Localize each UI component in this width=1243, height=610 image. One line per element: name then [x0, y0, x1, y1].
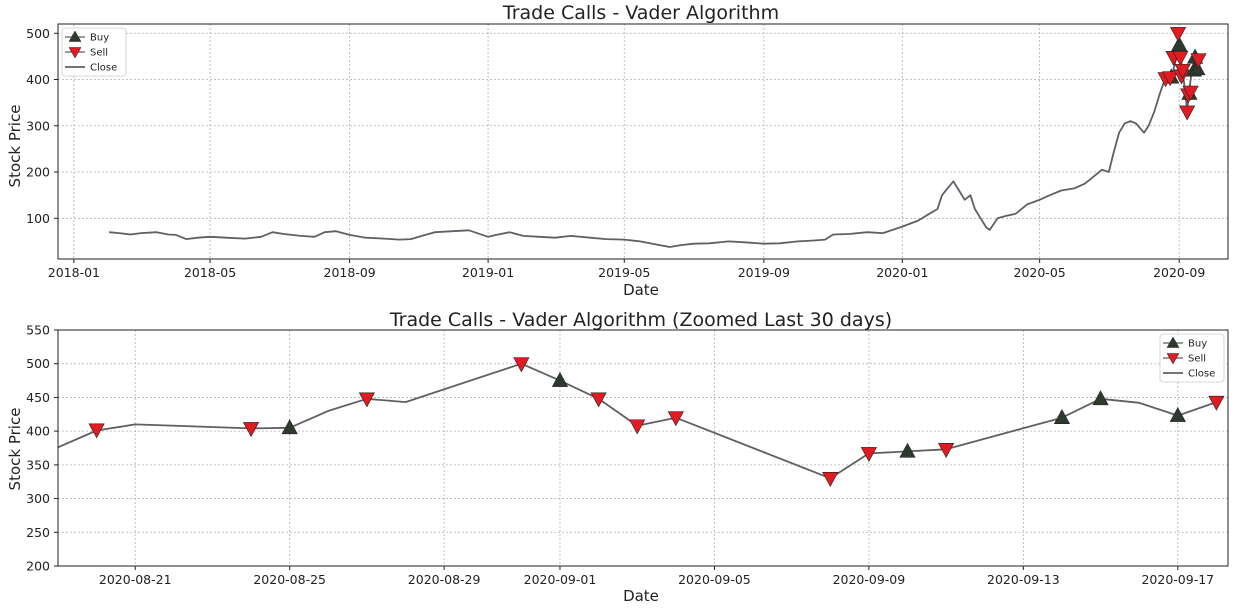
y-axis-label: Stock Price — [6, 105, 24, 188]
y-tick-label: 500 — [26, 26, 50, 41]
close-line — [57, 362, 1217, 480]
x-tick-label: 2020-08-25 — [253, 572, 326, 587]
sell-marker — [513, 357, 530, 373]
sell-marker — [1172, 51, 1189, 66]
sell-marker — [1169, 26, 1187, 42]
sell-marker — [1162, 71, 1179, 87]
legend: Buy Sell Close — [1159, 333, 1225, 383]
close-series-line — [57, 362, 1217, 480]
plot-frame — [57, 329, 1229, 567]
plot-frame — [57, 23, 1229, 260]
y-axis-label: Stock Price — [6, 408, 24, 491]
y-tick-label: 300 — [26, 118, 50, 133]
x-tick-label: 2020-09-01 — [524, 572, 597, 587]
sell-marker — [1179, 105, 1196, 121]
y-tick-label: 500 — [26, 356, 50, 371]
sell-marker — [1190, 53, 1207, 69]
y-tick-label: 350 — [26, 457, 50, 472]
buy-marker — [551, 371, 569, 387]
buy-marker — [281, 419, 298, 435]
grid — [58, 24, 1228, 259]
x-tick-label: 2020-08-29 — [408, 572, 481, 587]
x-tick-label: 2018-01 — [48, 265, 100, 280]
sell-marker — [860, 447, 877, 463]
legend: Buy Sell Close — [61, 27, 127, 77]
legend-buy-swatch — [68, 30, 82, 42]
x-tick-label: 2019-01 — [462, 265, 514, 280]
y-tick-label: 550 — [26, 323, 50, 338]
legend-buy-label: Buy — [90, 33, 109, 44]
chart-title: Trade Calls - Vader Algorithm (Zoomed La… — [389, 309, 892, 331]
markers — [88, 357, 1225, 487]
sell-marker — [1208, 395, 1225, 411]
y-ticks: 100 200 300 400 500 — [26, 26, 58, 226]
y-tick-label: 200 — [26, 559, 50, 574]
buy-marker — [1053, 409, 1071, 424]
x-ticks: 2020-08-21 2020-08-25 2020-08-29 2020-09-01… — [99, 566, 1214, 587]
sell-marker — [242, 422, 260, 438]
x-tick-label: 2020-05 — [1014, 265, 1066, 280]
x-tick-label: 2020-01 — [876, 265, 928, 280]
chart-title: Trade Calls - Vader Algorithm — [502, 2, 779, 24]
y-tick-label: 400 — [26, 424, 50, 439]
x-tick-label: 2019-05 — [598, 265, 650, 280]
markers — [1157, 26, 1207, 121]
y-tick-label: 100 — [26, 211, 50, 226]
chart-top: Trade Calls - Vader Algorithm 2018-01 201… — [6, 2, 1229, 299]
x-tick-label: 2020-09 — [1153, 265, 1205, 280]
sell-marker — [1174, 63, 1191, 79]
legend-buy-label: Buy — [1188, 339, 1207, 350]
close-series-line — [109, 46, 1198, 248]
x-tick-label: 2020-08-21 — [99, 572, 172, 587]
sell-marker — [629, 419, 646, 435]
y-tick-label: 400 — [26, 72, 50, 87]
chart-bottom: Trade Calls - Vader Algorithm (Zoomed La… — [6, 309, 1229, 605]
x-tick-label: 2019-09 — [738, 265, 790, 280]
buy-marker — [899, 442, 916, 458]
y-ticks: 200 250 300 350 400 450 500 550 — [26, 323, 58, 574]
sell-marker — [822, 472, 839, 487]
y-tick-label: 300 — [26, 491, 50, 506]
sell-marker — [938, 443, 955, 458]
x-axis-label: Date — [623, 587, 659, 605]
sell-marker — [667, 411, 684, 427]
buy-marker — [1169, 407, 1186, 422]
sell-marker — [1182, 85, 1199, 101]
grid — [58, 329, 1228, 567]
buy-marker — [1092, 390, 1109, 406]
sell-marker — [590, 392, 607, 408]
buy-marker — [1189, 60, 1206, 76]
x-tick-label: 2020-09-13 — [987, 572, 1060, 587]
legend-close-label: Close — [90, 63, 117, 74]
sell-marker — [358, 392, 376, 408]
x-ticks: 2018-01 2018-05 2018-09 2019-01 2019-05 2019-… — [48, 259, 1205, 280]
legend-sell-label: Sell — [90, 48, 108, 59]
y-tick-label: 450 — [26, 390, 50, 405]
buy-marker — [1171, 36, 1188, 52]
x-tick-label: 2020-09-17 — [1141, 572, 1214, 587]
y-tick-label: 200 — [26, 165, 50, 180]
legend-sell-swatch — [1166, 353, 1180, 365]
legend-sell-swatch — [68, 47, 82, 59]
legend-sell-label: Sell — [1188, 354, 1206, 365]
y-tick-label: 250 — [26, 525, 50, 540]
close-line — [109, 46, 1198, 248]
legend-close-label: Close — [1188, 369, 1215, 380]
x-tick-label: 2020-09-05 — [678, 572, 751, 587]
x-tick-label: 2018-05 — [184, 265, 236, 280]
x-tick-label: 2018-09 — [324, 265, 376, 280]
x-tick-label: 2020-09-09 — [833, 572, 906, 587]
legend-buy-swatch — [1166, 336, 1180, 348]
sell-marker — [88, 423, 105, 439]
x-axis-label: Date — [623, 281, 659, 299]
